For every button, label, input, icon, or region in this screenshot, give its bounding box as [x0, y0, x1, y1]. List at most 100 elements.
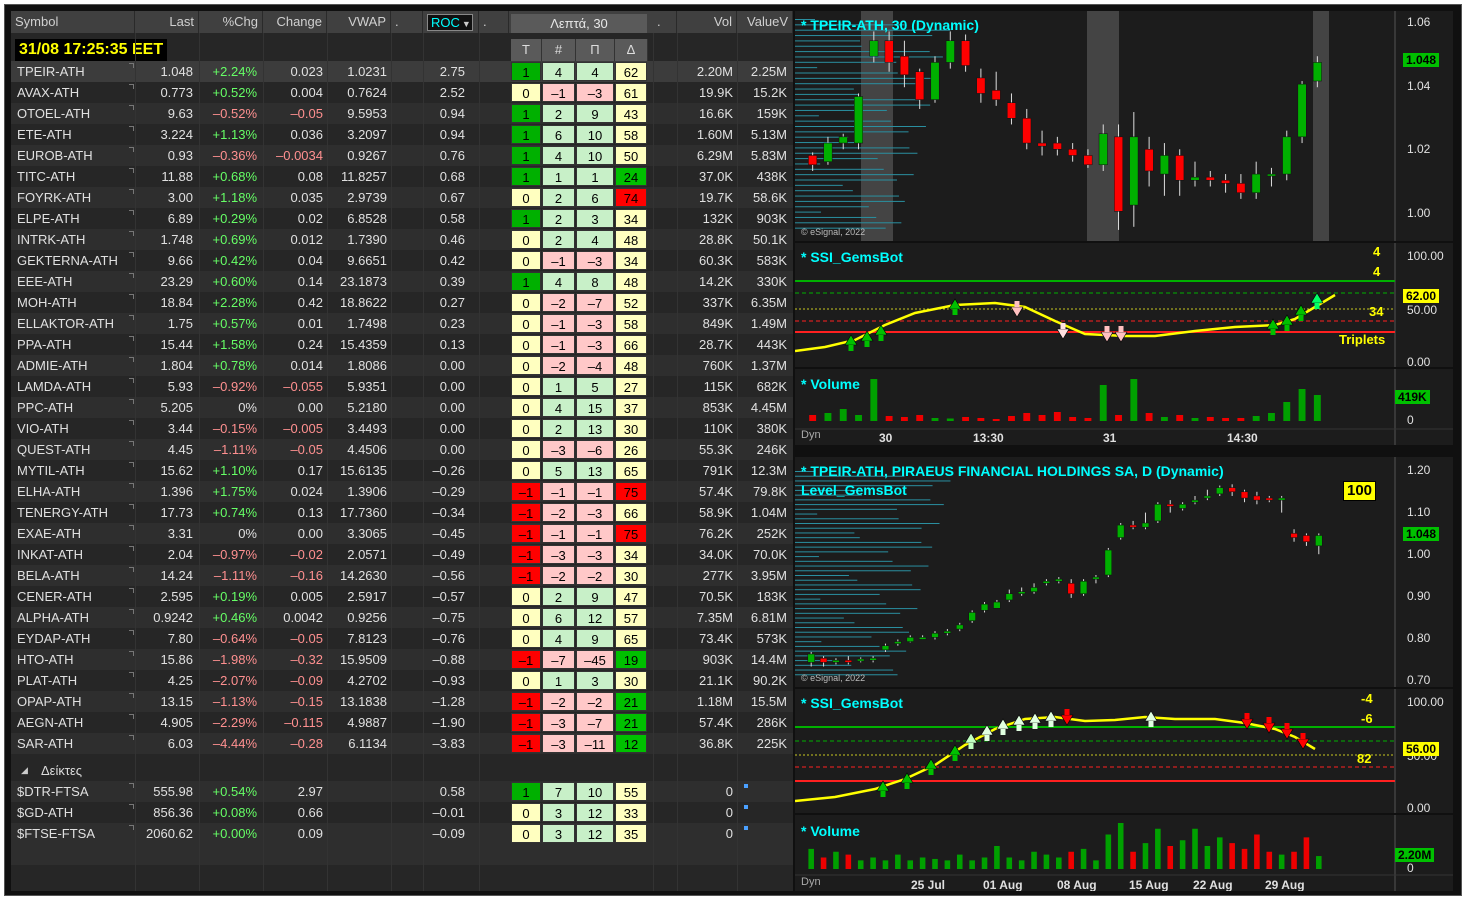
candle-body [1251, 173, 1261, 193]
dyn-toggle[interactable]: Dyn [801, 876, 821, 888]
timeframe-subheader: Τ # Π Δ [511, 39, 651, 61]
column-separator [263, 33, 264, 891]
x-label: 08 Aug [1057, 878, 1097, 891]
last-cell: 1.396 [160, 484, 193, 499]
table-row[interactable]: ETE-ATH 3.224 +1.13% 0.036 3.2097 0.94 1.60M 5.… [11, 124, 793, 145]
table-row[interactable]: QUEST-ATH 4.45 –1.11% –0.05 4.4506 0.00 55.3K 2… [11, 439, 793, 460]
delta-box: 12 [615, 734, 647, 753]
trend-box: –1 [511, 524, 541, 543]
daily-volume-chart[interactable] [795, 815, 1453, 891]
col-dot-2[interactable]: . [479, 11, 509, 33]
intraday-ssi-chart[interactable] [795, 243, 1453, 367]
volume-title: * Volume [801, 823, 860, 839]
col-last[interactable]: Last [135, 11, 199, 33]
trend-box: 0 [511, 608, 541, 627]
table-row[interactable]: OTOEL-ATH 9.63 –0.52% –0.05 9.5953 0.94 16.6K 1… [11, 103, 793, 124]
volume-bar [932, 858, 938, 869]
volume-profile-bar [795, 131, 909, 133]
collapse-icon[interactable]: ◢ [21, 765, 28, 775]
intraday-price-panel[interactable]: * TPEIR-ATH, 30 (Dynamic) © eSignal, 202… [795, 11, 1453, 241]
table-row[interactable]: EUROB-ATH 0.93 –0.36% –0.0034 0.9267 0.76 6.29… [11, 145, 793, 166]
table-row[interactable]: ELHA-ATH 1.396 +1.75% 0.024 1.3906 –0.29 57.4K… [11, 481, 793, 502]
table-row[interactable]: EEE-ATH 23.29 +0.60% 0.14 23.1873 0.39 14.2K 33… [11, 271, 793, 292]
table-row[interactable]: ELPE-ATH 6.89 +0.29% 0.02 6.8528 0.58 132K 903K… [11, 208, 793, 229]
daily-price-chart[interactable] [795, 457, 1453, 687]
volume-profile-bar [795, 489, 861, 491]
p-box: –7 [576, 713, 614, 732]
change-cell: 0.00 [297, 400, 323, 415]
table-row[interactable]: EXAE-ATH 3.31 0% 0.00 3.3065 –0.45 76.2K 252K –1… [11, 523, 793, 544]
table-row[interactable]: BELA-ATH 14.24 –1.11% –0.16 14.2630 –0.56 277K… [11, 565, 793, 586]
col-dot-3[interactable]: . [653, 11, 677, 33]
table-row[interactable]: $GD-ATH 856.36 +0.08% 0.66 –0.01 0 0 3 12 33 [11, 802, 793, 823]
table-row[interactable]: $FTSE-FTSA 2060.62 +0.00% 0.09 –0.09 0 0 3 12 35 [11, 823, 793, 844]
dyn-toggle[interactable]: Dyn [801, 429, 821, 441]
ssi-arrow-stem [864, 341, 870, 347]
volume-bar [839, 409, 847, 421]
table-row[interactable]: GEKTERNA-ATH 9.66 +0.42% 0.04 9.6651 0.42 60.3… [11, 250, 793, 271]
timeframe-header[interactable]: Λεπτά, 30 [511, 14, 647, 33]
intraday-volume-chart[interactable] [795, 369, 1453, 445]
group-header-indices[interactable]: ◢ Δείκτες [11, 760, 793, 781]
col-symbol[interactable]: Symbol [11, 11, 135, 33]
valuev-cell: 1.04M [750, 505, 787, 520]
table-row[interactable]: OPAP-ATH 13.15 –1.13% –0.15 13.1838 –1.28 1.18… [11, 691, 793, 712]
ssi-note-triplets: Triplets [1339, 332, 1386, 347]
symbol-cell: PPC-ATH [17, 400, 74, 415]
intraday-ssi-panel[interactable]: * SSI_GemsBot 100.00 50.00 0.00 62.00 4 … [795, 243, 1453, 367]
col-dot-1[interactable]: . [391, 11, 423, 33]
table-row[interactable]: MOH-ATH 18.84 +2.28% 0.42 18.8622 0.27 337K 6.3… [11, 292, 793, 313]
daily-price-panel[interactable]: * TPEIR-ATH, PIRAEUS FINANCIAL HOLDINGS … [795, 457, 1453, 687]
table-row[interactable]: PPC-ATH 5.205 0% 0.00 5.2180 0.00 853K 4.45M 0 4 1… [11, 397, 793, 418]
col-vol[interactable]: Vol [677, 11, 737, 33]
intraday-price-chart[interactable] [795, 11, 1453, 241]
col-roc[interactable] [423, 11, 479, 33]
table-row[interactable]: TITC-ATH 11.88 +0.68% 0.08 11.8257 0.68 37.0K 4… [11, 166, 793, 187]
table-row[interactable]: PPA-ATH 15.44 +1.58% 0.24 15.4359 0.13 28.7K 44… [11, 334, 793, 355]
volume-profile-bar [795, 541, 922, 543]
table-row[interactable]: VIO-ATH 3.44 –0.15% –0.005 3.4493 0.00 110K 380… [11, 418, 793, 439]
subcol-count: # [542, 39, 576, 61]
daily-volume-panel[interactable]: * Volume 2.20M 0 Dyn 25 Jul 01 Aug 08 Au… [795, 815, 1453, 891]
table-row[interactable]: ELLAKTOR-ATH 1.75 +0.57% 0.01 1.7498 0.23 849K… [11, 313, 793, 334]
column-separator [677, 33, 678, 891]
col-pct-change[interactable]: %Chg [199, 11, 263, 33]
trend-box: –1 [511, 566, 541, 585]
volume-bar [1303, 837, 1310, 869]
count-box: 4 [542, 146, 575, 165]
col-valuev[interactable]: ValueV [737, 11, 793, 33]
table-row[interactable]: PLAT-ATH 4.25 –2.07% –0.09 4.2702 –0.93 21.1K 9… [11, 670, 793, 691]
table-row[interactable]: AVAX-ATH 0.773 +0.52% 0.004 0.7624 2.52 19.9K 1… [11, 82, 793, 103]
col-change[interactable]: Change [263, 11, 327, 33]
vwap-cell: 15.9509 [340, 652, 387, 667]
table-row[interactable]: ADMIE-ATH 1.804 +0.78% 0.014 1.8086 0.00 760K 1… [11, 355, 793, 376]
table-row[interactable]: ALPHA-ATH 0.9242 +0.46% 0.0042 0.9256 –0.75 7.… [11, 607, 793, 628]
table-row[interactable]: TPEIR-ATH 1.048 +2.24% 0.023 1.0231 2.75 2.20M… [11, 61, 793, 82]
roc-selector[interactable]: ROC ▼ [427, 14, 473, 31]
table-row[interactable]: $DTR-FTSA 555.98 +0.54% 2.97 0.58 0 1 7 10 55 [11, 781, 793, 802]
table-row[interactable]: AEGN-ATH 4.905 –2.29% –0.115 4.9887 –1.90 57.4… [11, 712, 793, 733]
table-row[interactable]: INKAT-ATH 2.04 –0.97% –0.02 2.0571 –0.49 34.0K… [11, 544, 793, 565]
table-row[interactable]: LAMDA-ATH 5.93 –0.92% –0.055 5.9351 0.00 115K 6… [11, 376, 793, 397]
last-cell: 0.93 [167, 148, 193, 163]
intraday-volume-panel[interactable]: * Volume 419K 0 Dyn 30 13:30 31 14:30 [795, 369, 1453, 445]
table-row[interactable]: HTO-ATH 15.86 –1.98% –0.32 15.9509 –0.88 903K 1… [11, 649, 793, 670]
ssi-arrow-stem [1032, 723, 1038, 729]
table-row[interactable]: MYTIL-ATH 15.62 +1.10% 0.17 15.6135 –0.26 791K… [11, 460, 793, 481]
last-cell: 3.224 [160, 127, 193, 142]
table-row[interactable]: INTRK-ATH 1.748 +0.69% 0.012 1.7390 0.46 28.8K… [11, 229, 793, 250]
table-row[interactable]: FOYRK-ATH 3.00 +1.18% 0.035 2.9739 0.67 19.7K 5… [11, 187, 793, 208]
delta-box: 27 [615, 377, 647, 396]
daily-ssi-chart[interactable] [795, 689, 1453, 813]
table-row[interactable]: CENER-ATH 2.595 +0.19% 0.005 2.5917 –0.57 70.5… [11, 586, 793, 607]
delta-box: 58 [615, 314, 647, 333]
valuev-cell: 15.2K [753, 85, 787, 100]
table-row[interactable]: SAR-ATH 6.03 –4.44% –0.28 6.1134 –3.83 36.8K 22… [11, 733, 793, 754]
table-row[interactable]: TENERGY-ATH 17.73 +0.74% 0.13 17.7360 –0.34 58… [11, 502, 793, 523]
valuev-cell: 252K [756, 526, 787, 541]
last-cell: 7.80 [167, 631, 193, 646]
candle-body [1154, 504, 1162, 522]
daily-ssi-panel[interactable]: * SSI_GemsBot 100.00 50.00 0.00 56.00 -4… [795, 689, 1453, 813]
table-row[interactable]: EYDAP-ATH 7.80 –0.64% –0.05 7.8123 –0.76 73.4K… [11, 628, 793, 649]
col-vwap[interactable]: VWAP [327, 11, 391, 33]
